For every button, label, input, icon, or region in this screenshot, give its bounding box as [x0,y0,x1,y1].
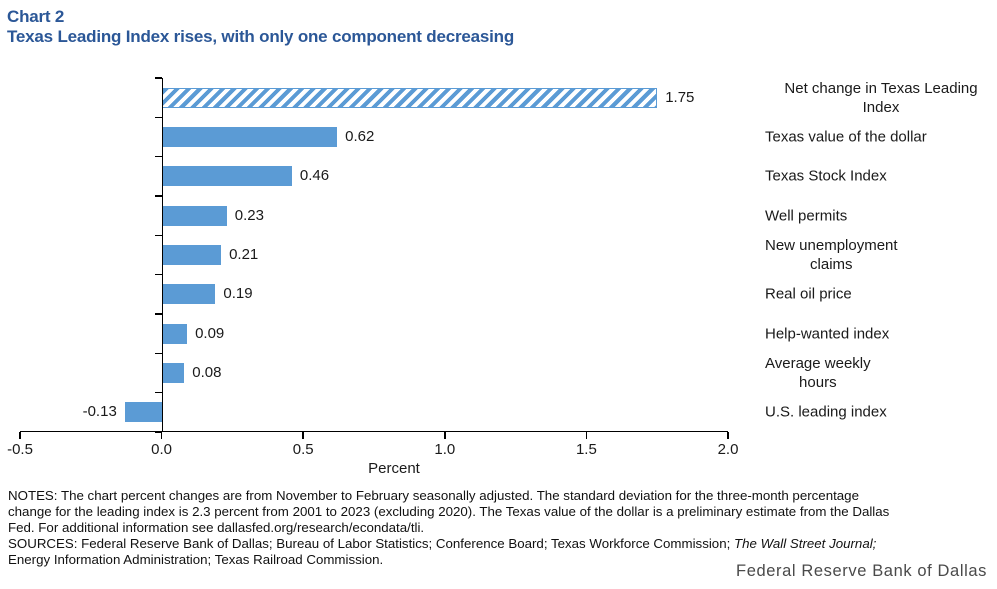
x-axis-tick-label: 0.0 [151,441,173,458]
bar [161,284,216,305]
bar-value-label: 0.23 [234,206,264,224]
chart-number: Chart 2 [7,7,65,26]
y-axis-tick [154,273,162,276]
bar-value-label: 0.08 [192,364,222,381]
category-label: Real oil price [765,285,852,303]
bar [161,323,188,344]
category-label: Texas Stock Index [765,167,887,185]
bar [161,87,658,108]
y-axis-tick [154,313,162,315]
x-axis-tick-label: 0.5 [292,441,314,458]
category-label: Texas value of the dollar [765,128,927,146]
notes-block: NOTES: The chart percent changes are fro… [8,488,889,568]
category-label: Net change in Texas Leading Index [784,79,978,116]
x-axis-tick [19,432,21,439]
sources-text: SOURCES: Federal Reserve Bank of Dallas;… [8,536,734,551]
bar [161,166,292,187]
x-axis-tick-label: 1.0 [434,441,456,458]
y-axis-tick [154,116,162,119]
x-axis-tick [727,432,729,439]
category-label: Well permits [765,207,848,225]
x-axis-tick [302,432,304,439]
sources-line-2: Energy Information Administration; Texas… [8,552,384,567]
bar-value-label: 0.62 [345,128,375,145]
bar [124,402,162,423]
y-axis-tick [154,155,162,158]
bar [161,363,185,383]
y-axis-tick [154,234,162,237]
bar-value-label: 0.46 [299,167,330,185]
x-axis-tick-label: 2.0 [717,441,739,458]
sources-italic-text: The Wall Street Journal; [733,536,877,551]
dallas-fed-wordmark: Federal Reserve Bank of Dallas [736,562,987,580]
x-axis-tick [160,432,163,439]
plot-area: Percent -0.5 0.0 0.5 1.0 1.5 2.0 1.75 0.62 0.46 0… [7,77,738,477]
notes-line: change for the leading index is 2.3 perc… [8,504,890,519]
y-axis-tick [154,352,162,355]
notes-line: NOTES: The chart percent changes are fro… [8,488,859,503]
chart-title: Texas Leading Index rises, with only one… [7,27,515,46]
x-axis-tick-label: -0.5 [7,441,33,458]
bar [161,245,222,265]
category-label: Average weekly hours [765,355,871,391]
sources-line: SOURCES: Federal Reserve Bank of Dallas;… [8,536,889,552]
chart-header: Chart 2 Texas Leading Index rises, with … [7,7,514,47]
bar-value-label: 0.09 [195,324,225,342]
category-labels-column: Net change in Texas Leading Index Texas v… [765,78,997,432]
y-axis-tick [154,391,162,394]
x-axis-title: Percent [368,460,420,477]
bar-value-label: -0.13 [82,403,117,421]
x-axis-tick [444,432,446,439]
y-axis-tick [154,431,162,433]
bar [161,205,227,226]
category-label: Help-wanted index [765,325,890,343]
bar-value-label: 0.21 [229,246,259,263]
category-label: U.S. leading index [765,403,887,421]
notes-line: Fed. For additional information see dall… [8,520,425,535]
y-axis-tick [154,77,162,79]
bar-value-label: 1.75 [665,88,695,106]
y-axis-tick [154,195,162,197]
x-axis-tick-label: 1.5 [575,441,597,458]
bar [161,127,338,147]
x-axis-line [20,430,728,432]
x-axis-tick [585,432,588,439]
category-label: New unemployment claims [765,237,898,273]
bar-value-label: 0.19 [223,285,253,303]
y-axis-line [161,78,164,432]
